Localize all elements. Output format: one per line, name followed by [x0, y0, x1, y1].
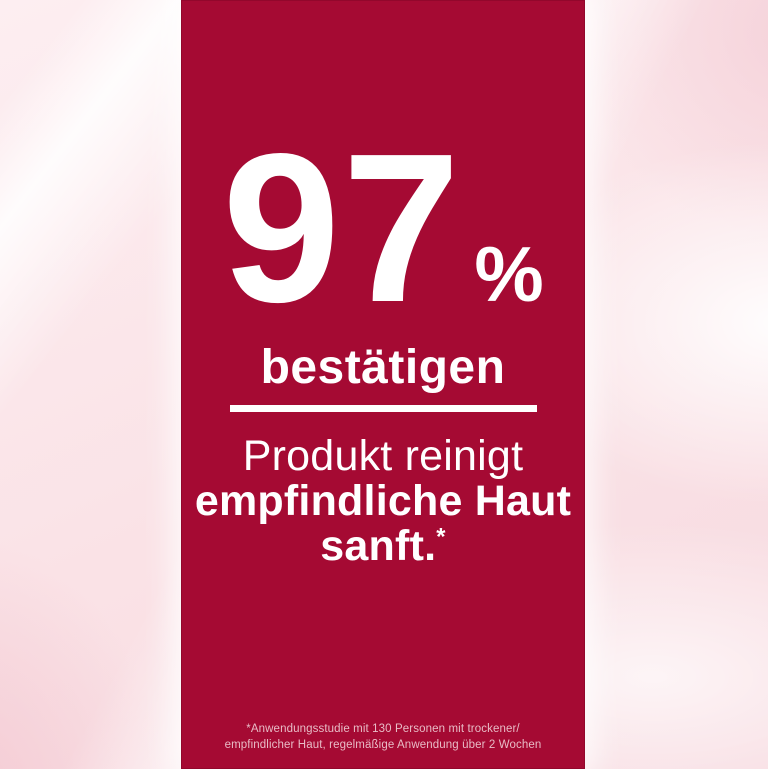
divider-line — [229, 405, 537, 413]
stat-line: 97% — [181, 122, 585, 334]
claim-line-2: empfindliche Haut — [194, 477, 572, 526]
footnote-line-1: *Anwendungsstudie mit 130 Personen mit t… — [246, 722, 520, 735]
stat-caption: bestätigen — [260, 341, 506, 395]
claim-line-1: Produkt reinigt — [242, 432, 524, 481]
footnote-line-2: empfindlicher Haut, regelmäßige Anwendun… — [224, 738, 542, 751]
claim-line-3: sanft.* — [181, 524, 585, 569]
claim-line-3-text: sanft. — [320, 522, 437, 571]
stat-value: 97 — [222, 109, 463, 346]
footnote-asterisk: * — [436, 525, 446, 552]
claim-panel: 97% bestätigen Produkt reinigt empfindli… — [181, 0, 585, 769]
footnote: *Anwendungsstudie mit 130 Personen mit t… — [181, 721, 585, 753]
claim-text: Produkt reinigt empfindliche Haut sanft.… — [181, 432, 585, 570]
stat-percent-sign: % — [474, 230, 544, 318]
